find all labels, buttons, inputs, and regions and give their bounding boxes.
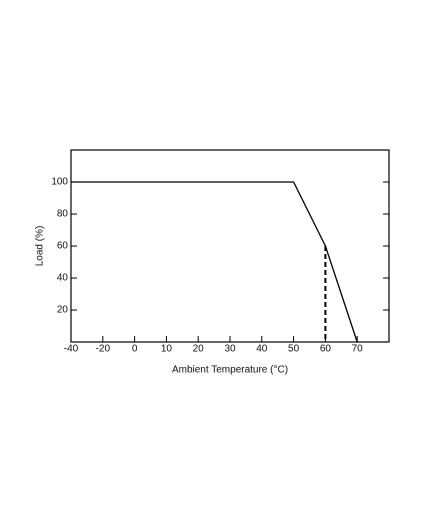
x-tick-label: -20 [96,344,111,355]
x-axis-label: Ambient Temperature (°C) [172,365,288,376]
y-tick-label: 60 [57,241,69,252]
x-tick-label: 30 [224,344,236,355]
x-tick-label: 70 [352,344,364,355]
y-axis-label: Load (%) [35,226,46,267]
x-tick-label: 40 [256,344,268,355]
x-tick-label: 0 [132,344,138,355]
y-tick-label: 40 [57,273,69,284]
x-tick-label: 10 [161,344,173,355]
y-tick-label: 100 [51,177,68,188]
x-tick-label: 50 [288,344,300,355]
line [71,181,358,343]
y-tick-label: 80 [57,209,69,220]
plot-frame [70,149,390,343]
y-tick-label: 20 [57,305,69,316]
x-tick-label: 20 [193,344,205,355]
x-tick-label: -40 [64,344,79,355]
x-tick-label: 60 [320,344,332,355]
